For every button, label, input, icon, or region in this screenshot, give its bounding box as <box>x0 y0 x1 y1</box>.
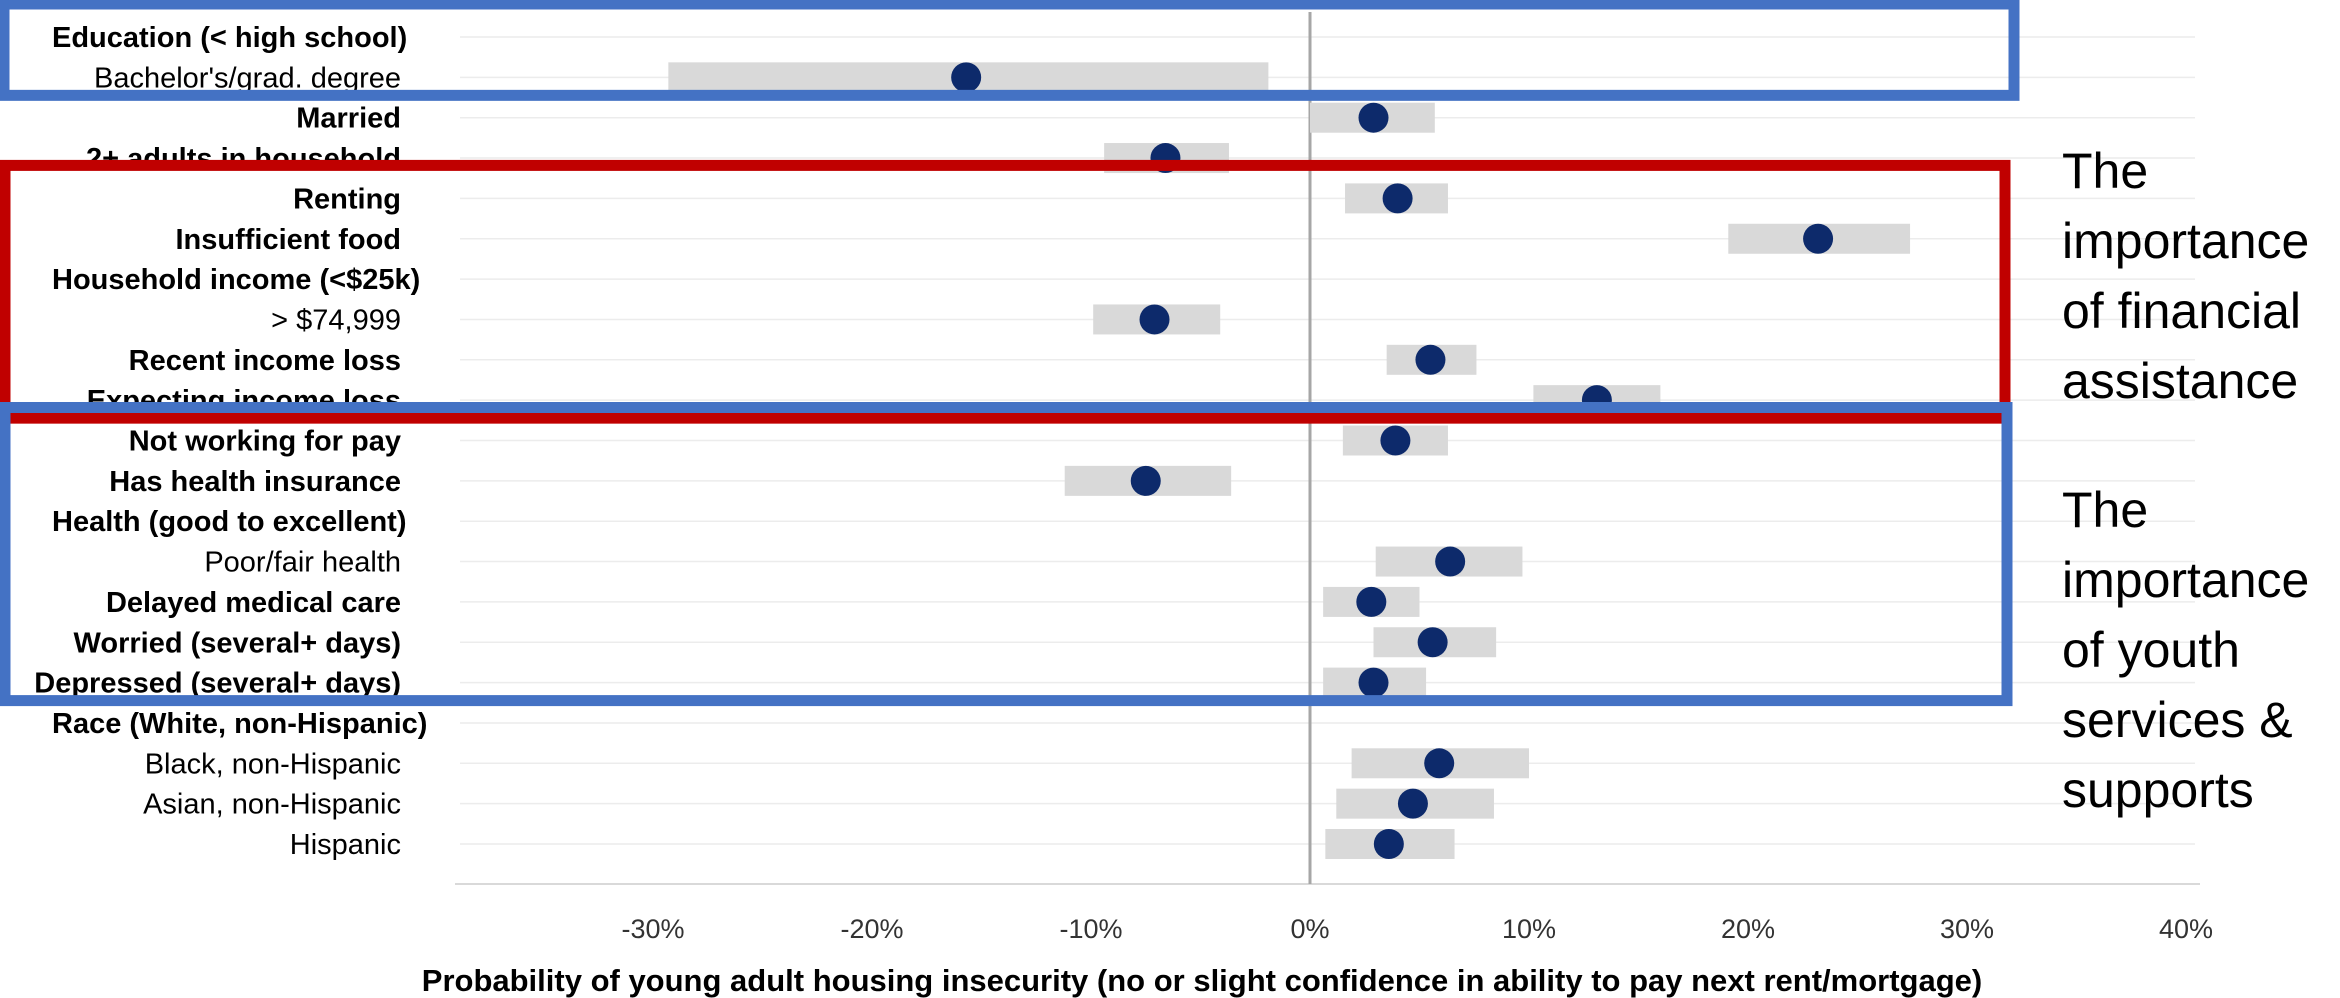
estimate-point <box>1382 183 1413 214</box>
estimate-point <box>1130 465 1161 496</box>
row-label: Married <box>296 103 401 135</box>
row-label: Education (< high school) <box>52 22 407 54</box>
x-axis-title: Probability of young adult housing insec… <box>422 963 1982 998</box>
annotations: The importance of financial assistance The im… <box>2062 143 2309 818</box>
estimate-point <box>1435 546 1466 577</box>
financial-highlight-box <box>0 159 2011 424</box>
x-tick-label: 10% <box>1502 914 1556 944</box>
youth-highlight-box <box>0 402 2013 707</box>
row-label: Race (White, non-Hispanic) <box>52 708 427 740</box>
interval-layer <box>668 62 1911 859</box>
row-label: Recent income loss <box>129 345 401 377</box>
estimate-point <box>1358 102 1389 133</box>
estimate-point <box>1803 223 1834 254</box>
highlight-boxes <box>0 0 2020 707</box>
x-tick-label: 0% <box>1290 914 1329 944</box>
annotation-line: The <box>2062 143 2148 199</box>
estimate-point <box>1356 586 1387 617</box>
estimate-point <box>1380 425 1411 456</box>
row-label: Black, non-Hispanic <box>145 748 401 780</box>
row-label: Not working for pay <box>129 426 401 458</box>
estimate-point <box>1415 344 1446 375</box>
x-tick-label: -10% <box>1059 914 1122 944</box>
row-label: Insufficient food <box>175 224 401 256</box>
estimate-point <box>1424 748 1455 779</box>
annotation-line: The <box>2062 482 2148 538</box>
row-label: Worried (several+ days) <box>74 627 401 659</box>
row-label: Asian, non-Hispanic <box>143 789 401 821</box>
annotation-line: importance <box>2062 213 2309 269</box>
estimate-point <box>1358 667 1389 698</box>
annotation-line: importance <box>2062 552 2309 608</box>
row-label: Health (good to excellent) <box>52 506 406 538</box>
x-tick-label: 30% <box>1940 914 1994 944</box>
x-tick-label: 40% <box>2159 914 2213 944</box>
estimate-point <box>1139 304 1170 335</box>
row-label: Depressed (several+ days) <box>34 668 401 700</box>
annotation-line: assistance <box>2062 353 2298 409</box>
estimate-point <box>1417 627 1448 658</box>
row-label: Has health insurance <box>109 466 401 498</box>
row-label: Delayed medical care <box>106 587 401 619</box>
x-tick-label: -30% <box>621 914 684 944</box>
row-label: Bachelor's/grad. degree <box>94 62 401 94</box>
row-label: Hispanic <box>290 829 401 861</box>
x-axis: -30% -20% -10% 0% 10% 20% 30% 40% <box>455 12 2213 944</box>
annotation-line: of financial <box>2062 283 2301 339</box>
education-highlight-box <box>0 0 2020 101</box>
x-tick-label: 20% <box>1721 914 1775 944</box>
point-layer <box>951 62 1834 859</box>
annotation-line: of youth <box>2062 622 2240 678</box>
x-tick-label: -20% <box>840 914 903 944</box>
grid-layer <box>460 36 2195 845</box>
row-label: Poor/fair health <box>204 547 401 579</box>
estimate-point <box>951 62 982 93</box>
estimate-point <box>1373 829 1404 859</box>
row-label: > $74,999 <box>271 304 401 336</box>
row-labels: Education (< high school) Bachelor's/grad… <box>34 22 427 861</box>
annotation-line: supports <box>2062 762 2254 818</box>
row-label: Renting <box>293 183 401 215</box>
estimate-point <box>1397 788 1428 819</box>
row-label: Household income (<$25k) <box>52 264 420 296</box>
annotation-line: services & <box>2062 692 2293 748</box>
